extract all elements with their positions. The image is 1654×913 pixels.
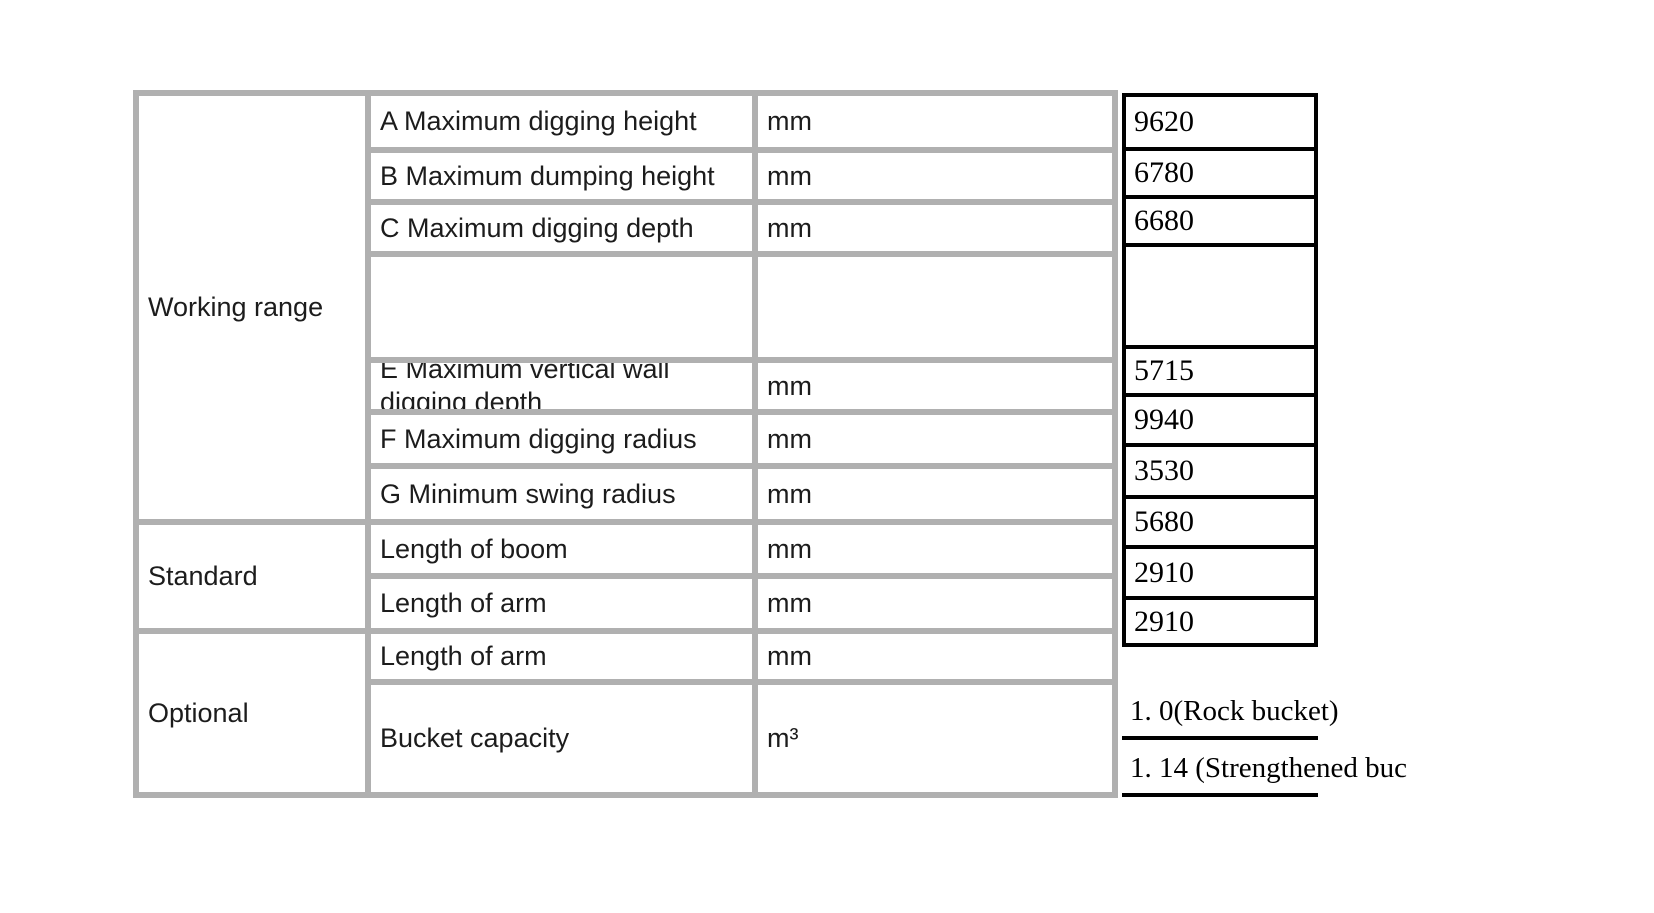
row-value: 2910 xyxy=(1126,596,1314,643)
section-optional: Optional xyxy=(139,634,365,792)
spec-table: Working range Standard Optional A Maximu… xyxy=(133,90,1118,798)
section-working-range: Working range xyxy=(139,96,365,519)
row-unit: mm xyxy=(758,525,1112,573)
section-label: Standard xyxy=(148,561,258,591)
row-label: E Maximum vertical wall digging depth xyxy=(371,363,752,409)
row-label: F Maximum digging radius xyxy=(371,415,752,463)
row-unit: mm xyxy=(758,579,1112,628)
row-value: 5680 xyxy=(1126,495,1314,545)
bucket-value-text: 1. 0(Rock bucket) xyxy=(1130,695,1339,727)
row-label: A Maximum digging height xyxy=(371,96,752,147)
row-value: 6680 xyxy=(1126,195,1314,243)
row-unit: mm xyxy=(758,205,1112,251)
row-value: 2910 xyxy=(1126,545,1314,596)
row-label: Length of arm xyxy=(371,579,752,628)
section-standard: Standard xyxy=(139,525,365,628)
row-unit-empty xyxy=(758,257,1112,357)
section-label: Optional xyxy=(148,697,249,728)
row-unit: mm xyxy=(758,634,1112,679)
row-value: 9940 xyxy=(1126,393,1314,443)
value-column: 9620 6780 6680 5715 9940 3530 5680 2910 … xyxy=(1122,93,1318,647)
row-value-empty xyxy=(1126,243,1314,345)
row-unit: mm xyxy=(758,415,1112,463)
row-label: Length of arm xyxy=(371,634,752,679)
bucket-value-option-1: 1. 0(Rock bucket) xyxy=(1122,687,1339,740)
bucket-value-option-2: 1. 14 (Strengthened buc xyxy=(1122,744,1407,797)
row-label: G Minimum swing radius xyxy=(371,469,752,519)
section-label: Working range xyxy=(148,292,324,322)
row-value: 9620 xyxy=(1134,105,1194,138)
row-label: Bucket capacity xyxy=(371,685,752,792)
row-value: 6780 xyxy=(1126,147,1314,195)
row-label: Length of boom xyxy=(371,525,752,573)
row-value: 3530 xyxy=(1126,443,1314,495)
row-label-empty xyxy=(371,257,752,357)
row-value: 5715 xyxy=(1126,345,1314,393)
row-unit: m³ xyxy=(758,685,1112,792)
row-unit: mm xyxy=(758,96,1112,147)
row-label: B Maximum dumping height xyxy=(371,153,752,199)
row-unit: mm xyxy=(758,153,1112,199)
row-unit: mm xyxy=(758,363,1112,409)
bucket-value-text: 1. 14 (Strengthened buc xyxy=(1130,752,1408,784)
row-label: C Maximum digging depth xyxy=(371,205,752,251)
row-unit: mm xyxy=(758,469,1112,519)
